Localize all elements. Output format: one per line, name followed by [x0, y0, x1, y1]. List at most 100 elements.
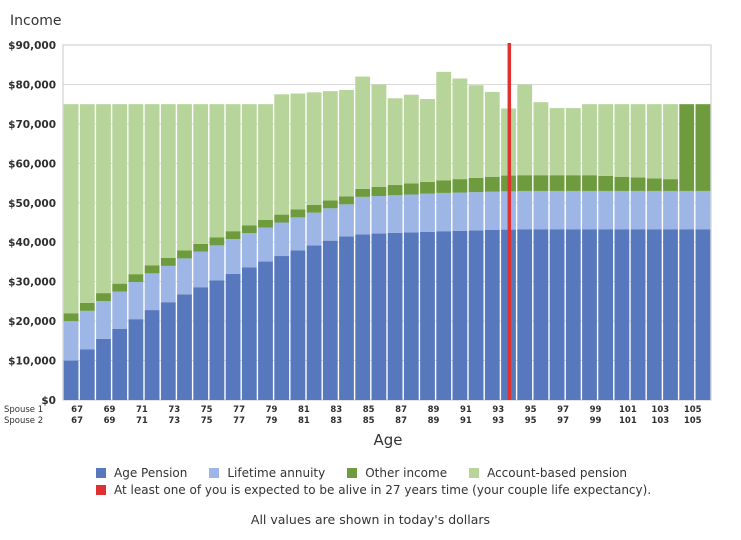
- bar-segment: [549, 175, 565, 191]
- bar-segment: [96, 300, 111, 339]
- bar-segment: [695, 229, 711, 400]
- bar-segment: [387, 98, 403, 186]
- legend-swatch-account-based-pension: [469, 467, 480, 478]
- x-axis-title: Age: [373, 431, 402, 449]
- plot-frame: [62, 44, 712, 401]
- bar-segment: [387, 185, 403, 196]
- bar-segment: [533, 175, 549, 191]
- bar-segment: [306, 204, 322, 213]
- bar-segment: [614, 104, 630, 177]
- x-tick-label: 101: [619, 416, 637, 426]
- x-tick-label: 97: [557, 405, 569, 415]
- bar-segment: [452, 230, 468, 400]
- legend-swatch-lifetime-annuity: [209, 467, 220, 478]
- bar-segment: [582, 104, 597, 176]
- x-tick-label: 79: [266, 405, 278, 415]
- bar-segment: [679, 104, 695, 191]
- bar-segment: [371, 196, 387, 234]
- bar-segment: [225, 104, 241, 232]
- bar-segment: [339, 204, 354, 237]
- x-tick-label: 73: [168, 405, 180, 415]
- x-tick-label: 103: [651, 416, 669, 426]
- bar-segment: [387, 232, 403, 400]
- x-tick-label: 81: [298, 416, 310, 426]
- bar-segment: [193, 104, 209, 244]
- bar-segment: [582, 229, 597, 400]
- bar-segment: [258, 219, 273, 228]
- legend-swatch-life-expectancy: [96, 484, 106, 495]
- x-tick-label: 81: [298, 405, 310, 415]
- bar-segment: [355, 188, 371, 197]
- x-tick-label: 87: [395, 416, 407, 426]
- row-label-spouse1: Spouse 1: [4, 405, 43, 415]
- bar-segment: [436, 231, 452, 400]
- x-tick-label: 99: [590, 405, 602, 415]
- bar-segment: [225, 239, 241, 274]
- bar-segment: [420, 181, 435, 194]
- y-tick-label: $60,000: [8, 158, 56, 170]
- bar-segment: [646, 190, 662, 230]
- x-tick-label: 93: [492, 405, 504, 415]
- bar-segment: [679, 190, 695, 230]
- bar-segment: [403, 232, 419, 400]
- bar-segment: [96, 293, 111, 301]
- bar-segment: [663, 179, 678, 191]
- x-tick-label: 105: [684, 416, 702, 426]
- bar-segment: [63, 360, 79, 400]
- bar-segment: [112, 329, 128, 400]
- bar-segment: [598, 104, 614, 176]
- bar-segment: [306, 92, 322, 205]
- y-tick-label: $20,000: [8, 316, 56, 328]
- y-tick-label: $0: [41, 395, 56, 407]
- bar-segment: [598, 190, 614, 230]
- y-tick-labels: $0 $10,000 $20,000 $30,000 $40,000 $50,000 $60…: [8, 40, 56, 407]
- bar-segment: [663, 104, 678, 180]
- bar-segment: [646, 229, 662, 400]
- bar-segment: [193, 287, 209, 400]
- bar-segment: [274, 256, 290, 400]
- y-tick-label: $90,000: [8, 40, 56, 52]
- bar-segment: [290, 250, 306, 400]
- legend-swatch-age-pension: [96, 467, 106, 478]
- bar-segment: [112, 291, 128, 329]
- bar-segment: [582, 190, 597, 230]
- legend-row-marker: At least one of you is expected to be al…: [96, 481, 673, 498]
- bar-segment: [128, 282, 144, 320]
- bar-segment: [112, 283, 128, 292]
- bar-segment: [160, 265, 176, 303]
- bar-segment: [274, 94, 290, 215]
- bar-segment: [371, 233, 387, 400]
- bar-segment: [565, 175, 581, 191]
- bar-segment: [96, 104, 111, 294]
- y-tick-label: $80,000: [8, 79, 56, 91]
- x-tick-label: 91: [460, 405, 472, 415]
- bar-segment: [517, 175, 533, 191]
- legend-swatch-other-income: [347, 467, 358, 478]
- bar-segment: [371, 187, 387, 197]
- bar-segment: [663, 190, 678, 230]
- bar-segment: [533, 102, 549, 176]
- bar-segment: [144, 265, 160, 274]
- bar-segment: [128, 104, 144, 275]
- bar-segment: [679, 229, 695, 400]
- x-tick-label: 95: [525, 416, 537, 426]
- gridlines: [62, 44, 712, 401]
- income-chart: Income $0 $10,000 $20,000 $30,000 $40,000 $50…: [4, 13, 712, 449]
- bar-segment: [695, 190, 711, 230]
- bar-segment: [630, 104, 646, 178]
- bar-segment: [322, 208, 338, 241]
- x-tick-label: 103: [651, 405, 669, 415]
- bar-segment: [517, 229, 533, 400]
- bars: [63, 71, 711, 400]
- row-label-spouse2: Spouse 2: [4, 416, 43, 426]
- bar-segment: [468, 177, 484, 193]
- bar-segment: [144, 310, 160, 400]
- bar-segment: [290, 93, 306, 210]
- bar-segment: [79, 302, 95, 311]
- legend: Age Pension Lifetime annuity Other incom…: [96, 464, 673, 498]
- bar-segment: [403, 183, 419, 195]
- legend-item-lifetime-annuity: Lifetime annuity: [209, 466, 325, 480]
- bar-segment: [160, 258, 176, 266]
- bar-segment: [614, 190, 630, 230]
- bar-segment: [112, 104, 128, 284]
